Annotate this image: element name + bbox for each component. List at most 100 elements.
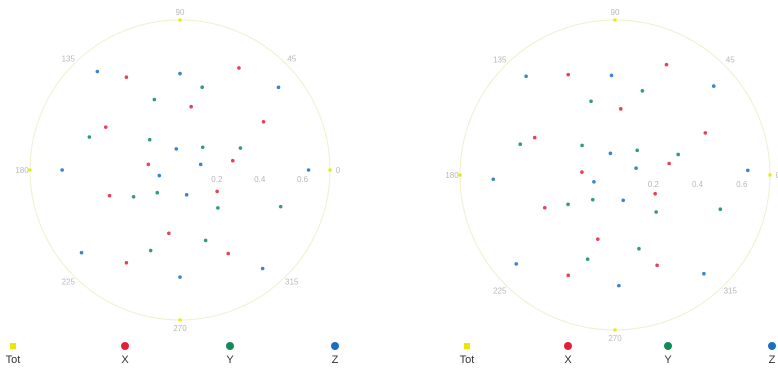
data-point-tot	[28, 168, 32, 172]
data-point-tot	[178, 318, 182, 322]
data-point-z	[260, 266, 265, 271]
outer-ring	[29, 19, 331, 321]
data-point-z	[184, 193, 189, 197]
angle-tick-label: 0	[336, 166, 341, 175]
data-point-x	[146, 162, 151, 167]
data-point-x	[261, 119, 266, 124]
data-point-z	[711, 84, 716, 88]
angle-tick-label: 315	[724, 286, 738, 295]
data-point-x	[703, 131, 708, 135]
legend-label: Y	[664, 354, 672, 366]
data-point-y	[147, 137, 152, 142]
angle-tick-label: 90	[176, 8, 185, 17]
data-point-z	[178, 71, 182, 76]
legend-marker	[226, 342, 234, 350]
data-point-y	[590, 197, 595, 202]
data-point-x	[532, 135, 537, 140]
data-point-y	[155, 190, 160, 195]
data-point-y	[148, 248, 153, 253]
data-point-z	[745, 168, 750, 173]
legend-label: Y	[226, 354, 234, 366]
legend-label: Tot	[460, 354, 475, 366]
data-point-y	[589, 99, 593, 104]
data-point-z	[617, 283, 621, 288]
polar-chart-right: 0 45 90 135 180 225 270 315 0.2 0.4 0.6 Tot X Y Z	[445, 8, 778, 366]
angle-tick-label: 135	[493, 56, 507, 65]
data-point-z	[198, 162, 203, 167]
data-point-y	[637, 246, 641, 251]
data-point-y	[585, 257, 590, 262]
legend-marker	[664, 342, 672, 350]
data-point-x	[226, 251, 231, 256]
legend-label: Tot	[6, 354, 21, 366]
legend-marker	[331, 342, 339, 350]
angle-tick-label: 180	[445, 171, 459, 180]
radial-tick-label: 0.2	[648, 180, 660, 189]
legend-marker	[10, 343, 16, 349]
data-point-y	[216, 206, 220, 210]
data-point-z	[514, 262, 519, 266]
data-point-y	[640, 88, 645, 93]
data-point-z	[276, 85, 281, 90]
data-point-x	[189, 104, 193, 109]
polar-chart-left: 0 45 90 135 180 225 270 315 0.2 0.4 0.6 Tot X Y Z	[6, 8, 341, 366]
data-point-x	[542, 205, 547, 210]
data-point-y	[278, 204, 283, 209]
data-point-x	[215, 189, 219, 194]
data-point-z	[178, 275, 182, 279]
data-point-y	[676, 152, 680, 157]
angle-tick-label: 45	[726, 56, 735, 65]
data-point-y	[654, 210, 658, 214]
data-point-y	[718, 207, 723, 212]
legend-label: Z	[332, 354, 339, 366]
data-point-z	[491, 177, 496, 182]
data-point-y	[566, 202, 570, 207]
data-point-x	[124, 260, 129, 265]
angle-tick-label: 45	[287, 54, 296, 63]
data-point-z	[306, 168, 311, 172]
angle-tick-label: 90	[611, 8, 620, 17]
radial-tick-label: 0.4	[254, 175, 266, 184]
data-point-tot	[768, 173, 772, 177]
data-point-z	[174, 147, 179, 151]
legend-label: Z	[769, 354, 776, 366]
data-point-x	[167, 231, 171, 236]
angle-tick-label: 180	[15, 166, 29, 175]
radial-tick-label: 0.6	[297, 175, 309, 184]
angle-tick-label: 135	[62, 54, 76, 63]
data-point-z	[95, 69, 100, 74]
data-point-z	[634, 166, 638, 170]
legend-marker	[464, 343, 470, 349]
data-point-x	[107, 193, 112, 198]
angle-tick-label: 270	[173, 324, 187, 333]
legend-marker	[564, 342, 572, 350]
data-point-x	[667, 161, 671, 166]
legend-label: X	[121, 354, 129, 366]
radial-tick-label: 0.4	[692, 180, 704, 189]
angle-tick-label: 0	[776, 171, 778, 180]
data-point-tot	[328, 168, 332, 172]
data-point-y	[87, 135, 92, 139]
data-point-x	[655, 263, 659, 268]
legend-marker	[121, 342, 129, 350]
data-point-z	[157, 173, 162, 178]
data-point-x	[566, 273, 571, 278]
angle-tick-label: 225	[493, 286, 507, 295]
legend-marker	[768, 342, 776, 350]
data-point-tot	[178, 18, 182, 22]
data-point-y	[635, 148, 640, 153]
data-point-tot	[613, 18, 617, 22]
data-point-x	[664, 62, 669, 67]
data-point-x	[124, 75, 129, 80]
data-point-y	[152, 97, 157, 102]
outer-ring	[459, 19, 771, 331]
data-point-z	[608, 151, 613, 156]
data-point-x	[566, 72, 571, 77]
data-point-y	[200, 85, 204, 90]
data-point-z	[524, 74, 528, 79]
data-point-z	[621, 198, 626, 203]
data-point-x	[596, 237, 600, 241]
data-point-x	[653, 191, 657, 196]
data-point-z	[592, 180, 596, 184]
angle-tick-label: 315	[285, 278, 299, 287]
